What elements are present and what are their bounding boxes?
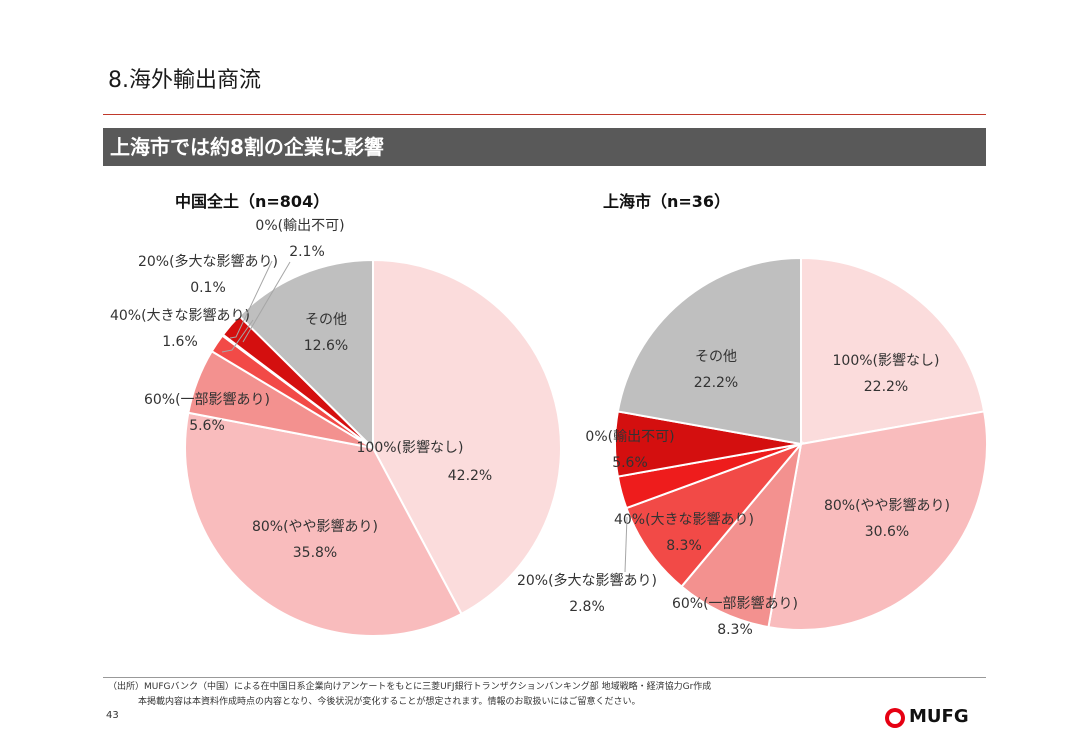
slice-category-label: 80%(やや影響あり) xyxy=(824,497,950,514)
title-divider xyxy=(103,114,986,115)
pie-slice-80 xyxy=(767,410,988,631)
pie-chart-shanghai: 上海市（n=36） 100%(影響なし) 22.2% 80%(やや影響あり) 30.6… xyxy=(517,192,988,638)
slice-value-label: 5.6% xyxy=(612,455,648,471)
slice-value-label: 8.3% xyxy=(717,622,753,638)
chart-title-shanghai: 上海市（n=36） xyxy=(603,192,730,211)
slice-value-label: 22.2% xyxy=(694,375,738,391)
leader-line xyxy=(229,260,273,339)
pie-slice-100 xyxy=(372,258,562,616)
leader-line xyxy=(242,261,291,343)
slice-category-label: 60%(一部影響あり) xyxy=(144,391,270,408)
slice-category-label: その他 xyxy=(695,349,737,365)
pie-slice-80 xyxy=(184,411,463,637)
slice-value-label: 42.2% xyxy=(448,468,492,484)
pie-slice-other xyxy=(237,258,374,451)
slice-value-label: 30.6% xyxy=(865,524,909,540)
slice-value-label: 12.6% xyxy=(304,338,348,354)
slice-category-label: 20%(多大な影響あり) xyxy=(138,253,278,270)
slice-category-label: 100%(影響なし) xyxy=(357,439,464,456)
slice-category-label: 80%(やや影響あり) xyxy=(252,518,378,535)
slice-value-label: 0.1% xyxy=(190,280,226,296)
pie-slice-60 xyxy=(680,440,803,629)
slice-value-label: 1.6% xyxy=(162,334,198,350)
slice-value-label: 2.8% xyxy=(569,599,605,615)
slice-value-label: 35.8% xyxy=(293,545,337,561)
leader-line xyxy=(624,516,628,573)
slice-category-label: 40%(大きな影響あり) xyxy=(110,307,250,324)
page-title: 8.海外輸出商流 xyxy=(108,68,261,93)
slice-value-label: 5.6% xyxy=(189,418,225,434)
slice-value-label: 8.3% xyxy=(666,538,702,554)
pie-slice-40 xyxy=(625,441,805,588)
pie-chart-china: 中国全土（n=804） 100%(影響なし) 42.2% 80%(やや影響あり) 35… xyxy=(110,192,562,637)
disclaimer-note: 本掲載内容は本資料作成時点の内容となり、今後状況が変化することが想定されます。情… xyxy=(138,697,641,707)
pie-slice-100 xyxy=(800,256,986,446)
footer-divider xyxy=(103,677,986,678)
slice-value-label: 2.1% xyxy=(289,244,325,260)
chart-title-china: 中国全土（n=804） xyxy=(175,192,329,211)
slice-value-label: 22.2% xyxy=(864,379,908,395)
page-number: 43 xyxy=(106,710,119,721)
pie-slice-other xyxy=(616,256,802,446)
mufg-logo-text: MUFG xyxy=(909,706,969,727)
slice-category-label: 40%(大きな影響あり) xyxy=(614,511,754,528)
slice-category-label: 60%(一部影響あり) xyxy=(672,595,798,612)
mufg-logo-icon xyxy=(885,708,905,728)
slice-category-label: 0%(輸出不可) xyxy=(255,218,344,234)
slice-category-label: 0%(輸出不可) xyxy=(585,429,674,445)
leader-line xyxy=(221,319,254,353)
slice-category-label: 100%(影響なし) xyxy=(833,352,940,369)
slice-category-label: その他 xyxy=(305,312,347,328)
headline-banner: 上海市では約8割の企業に影響 xyxy=(103,128,986,166)
source-note: （出所）MUFGバンク（中国）による在中国日系企業向けアンケートをもとに三菱UF… xyxy=(108,682,712,692)
slice-category-label: 20%(多大な影響あり) xyxy=(517,572,657,589)
